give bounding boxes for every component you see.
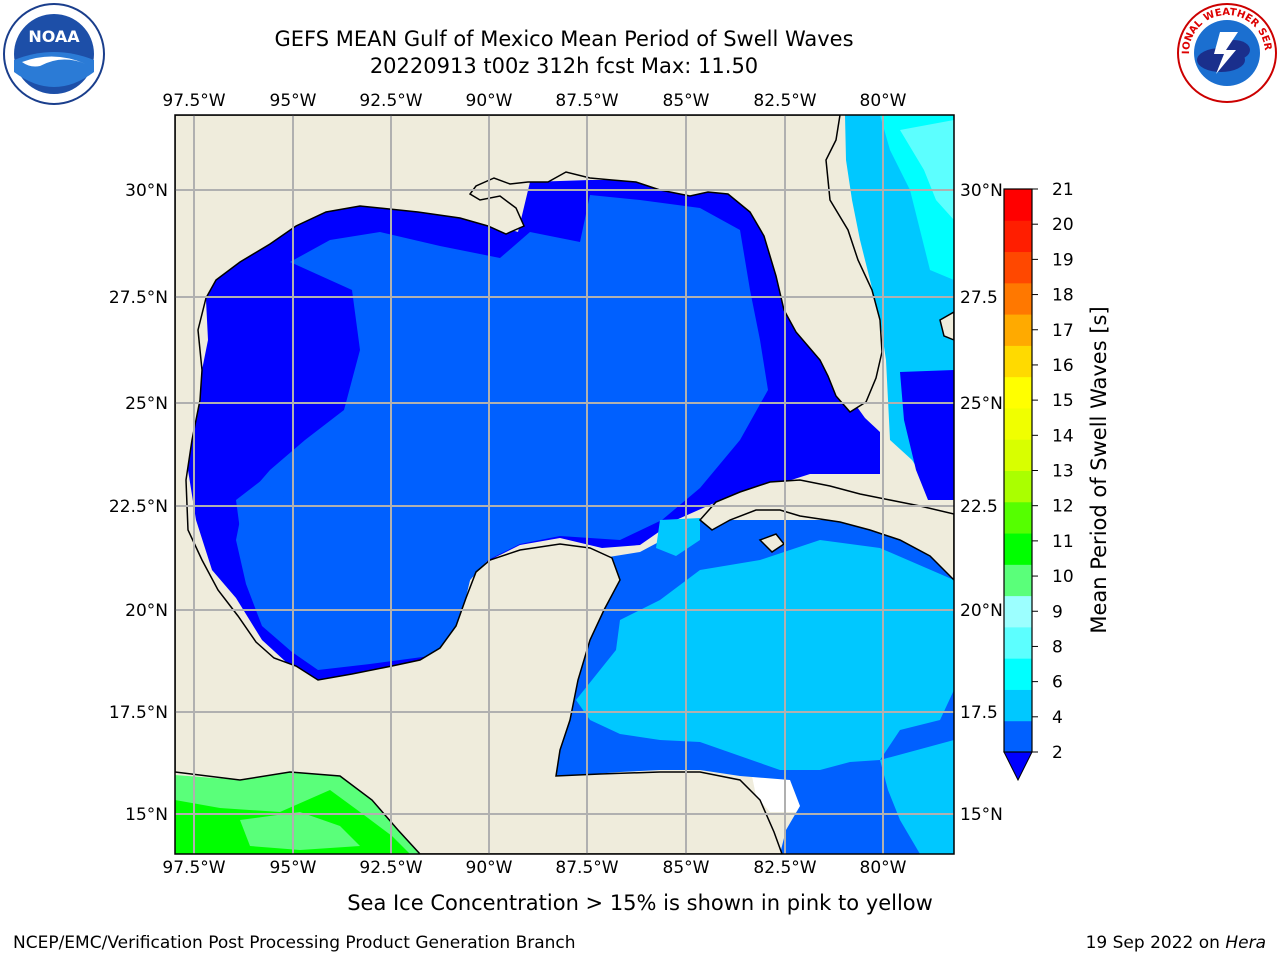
atlantic-pale-cyan-patch bbox=[900, 120, 954, 220]
colorbar: 2 4 6 8 9 10 11 12 13 14 15 16 17 18 19 20 21 bbox=[1003, 180, 1074, 782]
lon-tick-label-top: 90°W bbox=[466, 91, 513, 111]
colorbar-tick-label: 20 bbox=[1052, 215, 1074, 235]
pacific-light-green-patch bbox=[240, 812, 360, 850]
colorbar-segment bbox=[1004, 501, 1032, 534]
colorbar-segment bbox=[1004, 564, 1032, 597]
colorbar-segment bbox=[1004, 720, 1032, 753]
lat-tick-label-left: 25°N bbox=[125, 394, 168, 414]
date-text: 19 Sep 2022 on bbox=[1085, 933, 1220, 953]
colorbar-tick-label: 21 bbox=[1052, 180, 1074, 200]
lat-tick-label-right: 20°N bbox=[960, 601, 1003, 621]
colorbar-segment bbox=[1004, 314, 1032, 346]
lon-tick-label-bottom: 82.5°W bbox=[753, 858, 816, 878]
colorbar-tick-label: 12 bbox=[1052, 497, 1074, 517]
lon-tick-label-top: 95°W bbox=[270, 91, 317, 111]
chart-subtitle: 20220913 t00z 312h fcst Max: 11.50 bbox=[369, 54, 759, 78]
lat-tick-label-right: 30°N bbox=[960, 181, 1003, 201]
colorbar-tick-label: 19 bbox=[1052, 250, 1074, 270]
lon-tick-label-top: 85°W bbox=[663, 91, 710, 111]
lon-tick-label-top: 97.5°W bbox=[162, 91, 225, 111]
colorbar-tick-label: 13 bbox=[1052, 462, 1074, 482]
colorbar-segment bbox=[1004, 407, 1032, 440]
colorbar-tick-label: 17 bbox=[1052, 321, 1074, 341]
lat-tick-label-right: 15°N bbox=[960, 805, 1003, 825]
chart-title: GEFS MEAN Gulf of Mexico Mean Period of … bbox=[274, 27, 854, 51]
colorbar-under-extension bbox=[1003, 751, 1033, 782]
noaa-logo-text: NOAA bbox=[28, 27, 80, 46]
gulf-west-blue-patch bbox=[236, 480, 300, 620]
lat-tick-label-left: 20°N bbox=[125, 601, 168, 621]
map-frame bbox=[174, 114, 955, 855]
colorbar-segment bbox=[1004, 470, 1032, 503]
colorbar-segment bbox=[1004, 220, 1032, 253]
credit-line: NCEP/EMC/Verification Post Processing Pr… bbox=[13, 933, 576, 953]
colorbar-tick-label: 11 bbox=[1052, 532, 1074, 552]
lon-tick-label-top: 92.5°W bbox=[359, 91, 422, 111]
date-line: 19 Sep 2022 on Hera bbox=[1086, 933, 1266, 953]
lat-lon-grid bbox=[175, 115, 954, 854]
colorbar-tick-label: 8 bbox=[1052, 637, 1063, 657]
lon-axis-top: 97.5°W 95°W 92.5°W 90°W 87.5°W 85°W 82.5°W 80°W bbox=[162, 91, 906, 111]
lon-tick-label-top: 87.5°W bbox=[555, 91, 618, 111]
noaa-logo: NOAA bbox=[3, 3, 105, 105]
colorbar-segment bbox=[1004, 533, 1032, 565]
lat-axis-right: 30°N 27.5 25°N 22.5 20°N 17.5 15°N bbox=[960, 181, 1003, 825]
lon-tick-label-bottom: 80°W bbox=[860, 858, 907, 878]
lon-tick-label-top: 80°W bbox=[860, 91, 907, 111]
sea-ice-note: Sea Ice Concentration > 15% is shown in … bbox=[347, 891, 933, 915]
lat-tick-label-left: 30°N bbox=[125, 181, 168, 201]
lon-axis-bottom: 97.5°W 95°W 92.5°W 90°W 87.5°W 85°W 82.5°W 80°W bbox=[162, 858, 906, 878]
colorbar-segment bbox=[1004, 189, 1032, 221]
colorbar-label: Mean Period of Swell Waves [s] bbox=[1087, 306, 1111, 633]
colorbar-segment bbox=[1004, 689, 1032, 722]
colorbar-tick-label: 6 bbox=[1052, 673, 1063, 693]
colorbar-segment bbox=[1004, 439, 1032, 471]
lat-tick-label-right: 27.5 bbox=[960, 288, 998, 308]
colorbar-tick-label: 16 bbox=[1052, 356, 1074, 376]
north-america-coast bbox=[175, 115, 883, 854]
lon-tick-label-top: 82.5°W bbox=[753, 91, 816, 111]
lon-tick-label-bottom: 97.5°W bbox=[162, 858, 225, 878]
lat-tick-label-left: 22.5°N bbox=[109, 497, 168, 517]
colorbar-segment bbox=[1004, 251, 1032, 284]
colorbar-segment bbox=[1004, 345, 1032, 378]
bahamas-islands bbox=[939, 311, 954, 341]
colorbar-segment bbox=[1004, 282, 1032, 315]
colorbar-tick-label: 14 bbox=[1052, 426, 1074, 446]
colorbar-tick-label: 4 bbox=[1052, 708, 1063, 728]
lat-tick-label-right: 17.5 bbox=[960, 703, 998, 723]
colorbar-tick-label: 2 bbox=[1052, 743, 1063, 763]
colorbar-tick-label: 9 bbox=[1052, 602, 1063, 622]
lat-tick-label-left: 17.5°N bbox=[109, 703, 168, 723]
colorbar-tick-label: 15 bbox=[1052, 391, 1074, 411]
colorbar-segment bbox=[1004, 658, 1032, 690]
lon-tick-label-bottom: 87.5°W bbox=[555, 858, 618, 878]
colorbar-segment bbox=[1004, 626, 1032, 659]
lon-tick-label-bottom: 95°W bbox=[270, 858, 317, 878]
nws-logo: NATIONAL WEATHER SERVICE bbox=[1176, 2, 1277, 103]
colorbar-segment bbox=[1004, 595, 1032, 628]
caribbean-cyan-patch bbox=[656, 518, 700, 556]
colorbar-tick-label: 10 bbox=[1052, 567, 1074, 587]
lat-tick-label-left: 15°N bbox=[125, 805, 168, 825]
lon-tick-label-bottom: 92.5°W bbox=[359, 858, 422, 878]
lat-tick-label-right: 25°N bbox=[960, 394, 1003, 414]
lat-axis-left: 30°N 27.5°N 25°N 22.5°N 20°N 17.5°N 15°N bbox=[109, 181, 168, 825]
colorbar-tick-label: 18 bbox=[1052, 286, 1074, 306]
gulf-blue-field bbox=[236, 195, 768, 670]
system-name: Hera bbox=[1225, 933, 1266, 953]
lon-tick-label-bottom: 90°W bbox=[466, 858, 513, 878]
colorbar-segment bbox=[1004, 376, 1032, 409]
lat-tick-label-right: 22.5 bbox=[960, 497, 998, 517]
lon-tick-label-bottom: 85°W bbox=[663, 858, 710, 878]
lat-tick-label-left: 27.5°N bbox=[109, 288, 168, 308]
map-area bbox=[175, 115, 954, 854]
caribbean-east-cyan-patch bbox=[880, 740, 954, 854]
